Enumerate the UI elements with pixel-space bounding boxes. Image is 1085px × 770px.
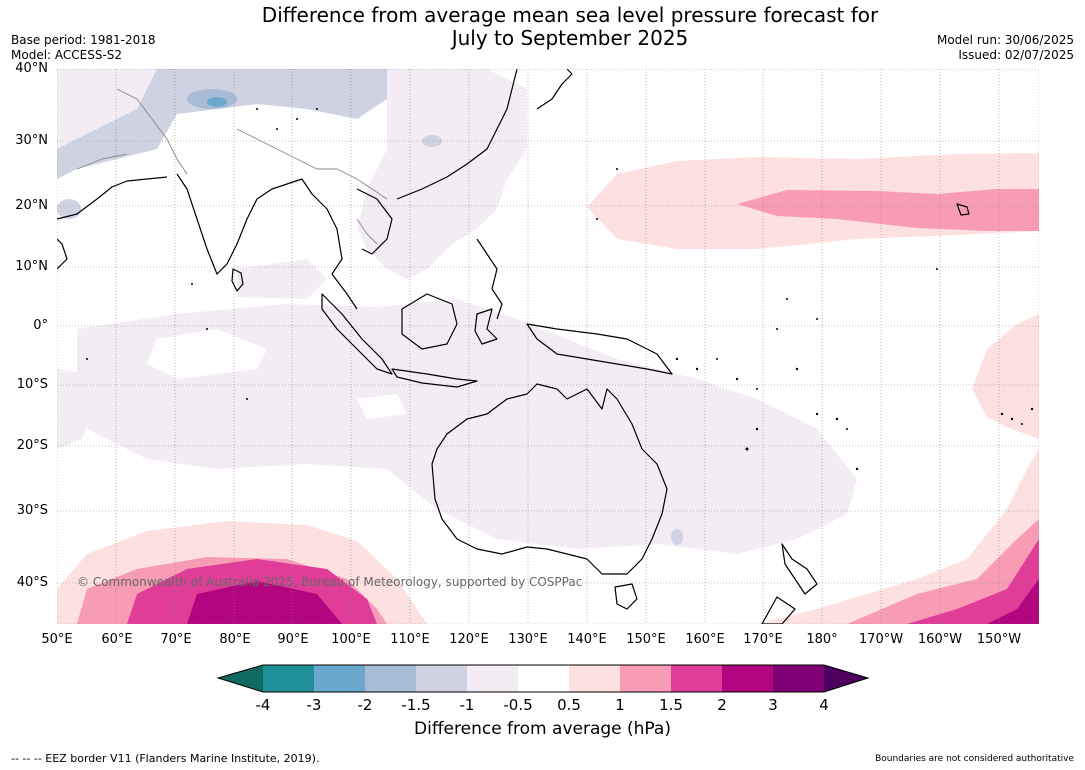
positive-anomaly-southern-ocean — [57, 521, 427, 624]
lat-label: 40°S — [16, 575, 48, 590]
lat-label: 40°N — [15, 61, 48, 76]
base-period: Base period: 1981-2018 — [11, 33, 156, 47]
lon-label: 180° — [806, 632, 838, 647]
colorbar-swatch — [314, 665, 365, 692]
boundaries-disclaimer: Boundaries are not considered authoritat… — [875, 754, 1074, 764]
lat-label: 10°S — [16, 377, 48, 392]
colorbar-swatch — [773, 665, 824, 692]
colorbar-tick-label: 3 — [768, 696, 778, 714]
lon-label: 120°E — [449, 632, 489, 647]
lon-label: 160°E — [685, 632, 725, 647]
coast-bengal — [301, 178, 358, 310]
negative-anomaly-shading — [57, 69, 857, 554]
map-title: Difference from average mean sea level p… — [220, 4, 920, 50]
coast-africa-horn — [57, 238, 68, 270]
positive-anomaly-south-pacific — [757, 314, 1039, 624]
coast-sumatra — [321, 293, 393, 375]
meta-left: Base period: 1981-2018 Model: ACCESS-S2 — [11, 33, 156, 63]
colorbar-swatch — [569, 665, 620, 692]
colorbar-tick-label: 4 — [819, 696, 829, 714]
lon-label: 130°E — [508, 632, 548, 647]
colorbar-swatch — [518, 665, 569, 692]
colorbar-tick-label: -3 — [306, 696, 322, 714]
eez-border-note: -- -- -- EEZ border V11 (Flanders Marine… — [11, 752, 320, 765]
colorbar — [216, 664, 870, 693]
colorbar-tick-label: -4 — [255, 696, 271, 714]
lat-label: 20°S — [16, 438, 48, 453]
colorbar-tick-label: 0.5 — [557, 696, 581, 714]
coast-arabia — [57, 176, 168, 220]
lon-label: 170°W — [858, 632, 904, 647]
colorbar-tick-label: -2 — [357, 696, 373, 714]
coast-philippines — [476, 238, 503, 320]
lat-label: 30°S — [16, 503, 48, 518]
coast-indochina — [356, 188, 393, 255]
pacific-islands — [86, 108, 1034, 471]
lon-label: 50°E — [41, 632, 73, 647]
colorbar-tick-label: 1 — [615, 696, 625, 714]
lon-label: 100°E — [331, 632, 371, 647]
model-name: Model: ACCESS-S2 — [11, 48, 123, 62]
lat-label: 20°N — [15, 198, 48, 213]
colorbar-swatch — [467, 665, 518, 692]
positive-anomaly-north-pacific — [587, 153, 1039, 249]
copyright-notice: © Commonwealth of Australia 2025, Bureau… — [77, 575, 583, 589]
lat-label: 30°N — [15, 133, 48, 148]
colorbar-tick-label: -1.5 — [401, 696, 431, 714]
lon-label: 150°W — [976, 632, 1022, 647]
graticule — [57, 69, 1039, 624]
coast-new-guinea — [526, 323, 673, 375]
pressure-anomaly-map — [57, 69, 1039, 624]
lon-label: 70°E — [160, 632, 192, 647]
colorbar-arrow-low — [218, 665, 263, 692]
lon-label: 170°E — [743, 632, 783, 647]
coast-japan — [536, 69, 573, 110]
coast-sulawesi — [474, 308, 498, 345]
coastlines — [57, 69, 970, 624]
coast-sri-lanka — [231, 268, 244, 292]
model-run: Model run: 30/06/2025 — [936, 33, 1074, 47]
coast-nz-south — [761, 596, 796, 624]
coast-hawaii — [956, 203, 970, 216]
colorbar-tick-label: -1 — [459, 696, 475, 714]
coast-india — [176, 173, 303, 275]
lon-label: 60°E — [101, 632, 133, 647]
lon-label: 140°E — [567, 632, 607, 647]
title-line-1: Difference from average mean sea level p… — [261, 3, 879, 27]
coast-australia — [431, 383, 668, 575]
lat-label: 10°N — [15, 259, 48, 274]
coast-java — [391, 368, 478, 388]
lon-label: 80°E — [219, 632, 251, 647]
lat-label: 0° — [33, 318, 48, 333]
colorbar-swatch — [416, 665, 467, 692]
coast-tasmania — [614, 583, 638, 610]
colorbar-arrow-high — [824, 665, 868, 692]
country-borders — [76, 88, 388, 245]
meta-right: Model run: 30/06/2025 Issued: 02/07/2025 — [937, 33, 1074, 63]
colorbar-tick-label: 1.5 — [659, 696, 683, 714]
coast-china — [396, 69, 518, 200]
lon-label: 110°E — [390, 632, 430, 647]
colorbar-title: Difference from average (hPa) — [414, 719, 671, 739]
colorbar-tick-label: 2 — [717, 696, 727, 714]
colorbar-swatch — [263, 665, 314, 692]
colorbar-tick-label: -0.5 — [503, 696, 533, 714]
colorbar-swatch — [671, 665, 722, 692]
lon-label: 150°E — [626, 632, 666, 647]
coast-nz-north — [781, 543, 818, 595]
colorbar-outline — [216, 664, 870, 693]
lon-label: 90°E — [277, 632, 309, 647]
coast-borneo — [401, 293, 458, 350]
colorbar-swatch — [722, 665, 773, 692]
colorbar-swatch — [365, 665, 416, 692]
lon-label: 160°W — [917, 632, 963, 647]
issued-date: Issued: 02/07/2025 — [958, 48, 1074, 62]
title-line-2: July to September 2025 — [451, 26, 689, 50]
colorbar-swatch — [620, 665, 671, 692]
